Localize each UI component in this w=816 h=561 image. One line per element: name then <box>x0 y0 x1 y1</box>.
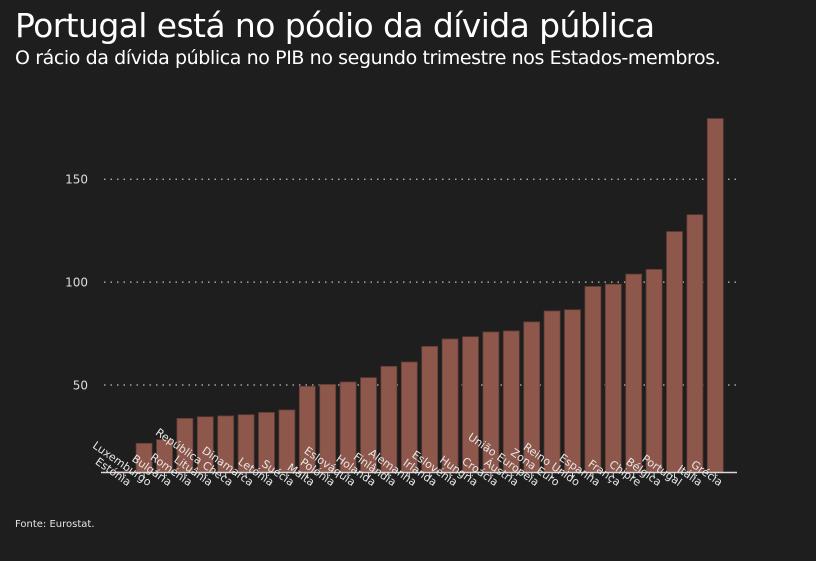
y-axis: 50 100 150 <box>65 173 88 393</box>
y-tick-label: 50 <box>73 379 88 393</box>
bar-chipre <box>625 273 643 473</box>
y-tick-label: 100 <box>65 276 88 290</box>
x-axis <box>101 471 737 479</box>
bar-portugal <box>666 231 683 473</box>
bar-grécia <box>706 118 724 473</box>
bar-itália <box>686 214 704 473</box>
bars <box>115 118 724 473</box>
bar-zona-euro <box>543 310 561 473</box>
bar-reino-unido <box>564 309 581 473</box>
source-note: Fonte: Eurostat. <box>15 519 95 530</box>
bar-frança <box>604 283 622 473</box>
chart-subtitle: O rácio da dívida pública no PIB no segu… <box>15 47 721 69</box>
y-tick-label: 150 <box>65 173 88 187</box>
bar-espanha <box>584 286 602 473</box>
bar-hungria <box>462 336 479 473</box>
bar-bélgica <box>645 268 663 473</box>
chart-title: Portugal está no pódio da dívida pública <box>15 6 655 45</box>
